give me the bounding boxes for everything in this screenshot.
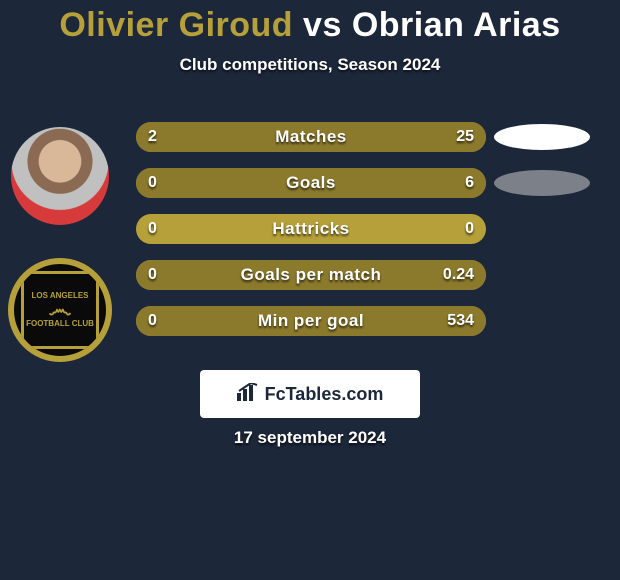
stat-row: 00Hattricks bbox=[136, 214, 486, 244]
stat-label: Min per goal bbox=[136, 306, 486, 336]
player2-name: Obrian Arias bbox=[352, 6, 561, 44]
branding-text: FcTables.com bbox=[265, 384, 384, 405]
club-badge-wing-icon: ෴ bbox=[49, 300, 72, 319]
date-text: 17 september 2024 bbox=[0, 428, 620, 448]
page-title: Olivier Giroud vs Obrian Arias bbox=[0, 0, 620, 45]
subtitle: Club competitions, Season 2024 bbox=[0, 55, 620, 75]
stat-row: 06Goals bbox=[136, 168, 486, 198]
stat-row: 225Matches bbox=[136, 122, 486, 152]
club-badge: LOS ANGELES ෴ FOOTBALL CLUB bbox=[8, 258, 112, 362]
avatars-column: LOS ANGELES ෴ FOOTBALL CLUB bbox=[8, 124, 128, 362]
vs-text: vs bbox=[303, 6, 342, 44]
player1-name: Olivier Giroud bbox=[59, 6, 293, 44]
stat-label: Hattricks bbox=[136, 214, 486, 244]
stat-row: 0534Min per goal bbox=[136, 306, 486, 336]
ovals-column bbox=[494, 124, 604, 216]
comparison-bars: 225Matches 06Goals 00Hattricks 00.24Goals p… bbox=[136, 122, 486, 352]
stat-label: Goals per match bbox=[136, 260, 486, 290]
stat-label: Goals bbox=[136, 168, 486, 198]
oval-indicator-2 bbox=[494, 170, 590, 196]
branding-badge: FcTables.com bbox=[200, 370, 420, 418]
stat-row: 00.24Goals per match bbox=[136, 260, 486, 290]
player-avatar bbox=[8, 124, 112, 228]
stat-label: Matches bbox=[136, 122, 486, 152]
oval-indicator-1 bbox=[494, 124, 590, 150]
club-badge-bottom-text: FOOTBALL CLUB bbox=[26, 320, 94, 329]
club-badge-inner: LOS ANGELES ෴ FOOTBALL CLUB bbox=[21, 271, 99, 349]
chart-icon bbox=[237, 383, 259, 406]
